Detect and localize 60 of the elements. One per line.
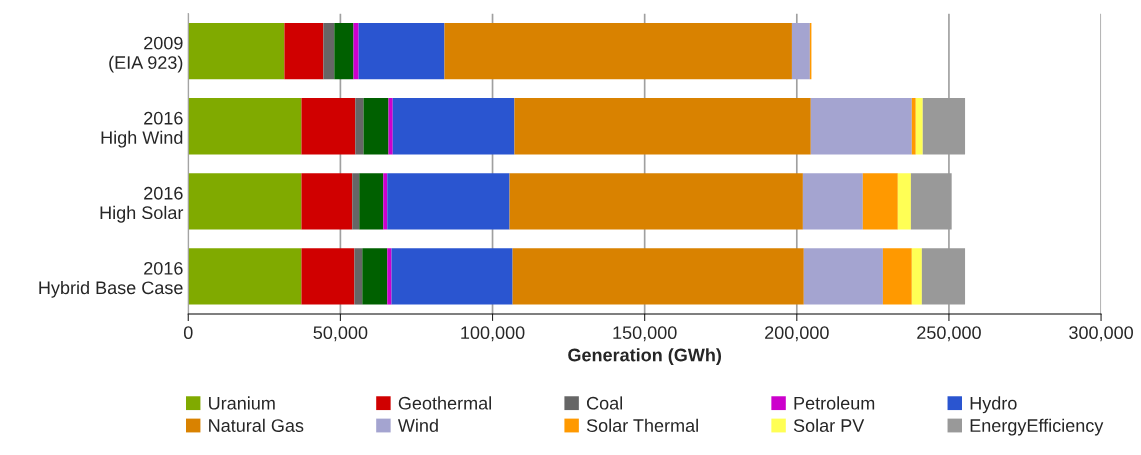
- bar: [301, 248, 355, 305]
- legend-label: Solar Thermal: [586, 418, 698, 432]
- bar: [383, 173, 388, 230]
- bar: [334, 23, 354, 80]
- legend-label: Hydro: [970, 396, 1017, 414]
- bar: [358, 23, 445, 80]
- bar: [512, 248, 804, 305]
- legend-label: Uranium: [209, 396, 275, 410]
- legend-label: Natural Gas: [209, 418, 304, 432]
- bar: [354, 248, 363, 305]
- bar: [897, 173, 911, 230]
- bar: [352, 173, 360, 230]
- bar: [188, 23, 285, 80]
- legend-label: EnergyEfficiency: [970, 418, 1104, 436]
- bar: [911, 98, 916, 155]
- bar: [387, 248, 392, 305]
- bar: [188, 248, 302, 305]
- y-tick-label: 2016 Hybrid Base Case: [39, 261, 183, 298]
- bar: [911, 248, 922, 305]
- x-tick-label: 300,000: [1069, 326, 1133, 342]
- bar: [387, 173, 510, 230]
- bar: [301, 98, 356, 155]
- bar: [353, 23, 359, 80]
- x-tick-label: 100,000: [461, 326, 525, 342]
- bar: [915, 98, 923, 155]
- bar: [803, 248, 883, 305]
- bar: [301, 173, 353, 230]
- bar: [359, 173, 384, 230]
- bar: [514, 98, 811, 155]
- x-tick-label: 50,000: [313, 326, 368, 342]
- y-tick-label: 2016 High Wind: [101, 111, 183, 148]
- bar: [392, 98, 515, 155]
- legend-label: Coal: [586, 396, 622, 410]
- bar: [323, 23, 335, 80]
- x-tick-label: 200,000: [765, 326, 829, 342]
- bar: [862, 173, 898, 230]
- bar: [388, 98, 393, 155]
- bar: [363, 98, 389, 155]
- bar: [509, 173, 803, 230]
- bar: [188, 98, 302, 155]
- x-tick-label: 150,000: [613, 326, 677, 342]
- x-tick-label: 0: [183, 326, 193, 340]
- y-tick-label: 2016 High Solar: [100, 186, 184, 223]
- bar: [391, 248, 513, 305]
- y-tick-label: 2009 (EIA 923): [109, 36, 183, 73]
- bar: [802, 173, 863, 230]
- legend-label: Solar PV: [793, 418, 865, 432]
- x-tick-label: 250,000: [917, 326, 981, 342]
- bar: [444, 23, 792, 80]
- x-axis-title: Generation (GWh): [568, 348, 722, 365]
- legend-label: Petroleum: [794, 396, 875, 410]
- legend-label: Wind: [397, 418, 438, 432]
- bar: [362, 248, 388, 305]
- legend-label: Geothermal: [398, 396, 491, 410]
- bar: [284, 23, 324, 80]
- bar: [882, 248, 912, 305]
- bar: [791, 23, 810, 80]
- bar: [355, 98, 364, 155]
- bar: [188, 173, 302, 230]
- bar: [810, 98, 912, 155]
